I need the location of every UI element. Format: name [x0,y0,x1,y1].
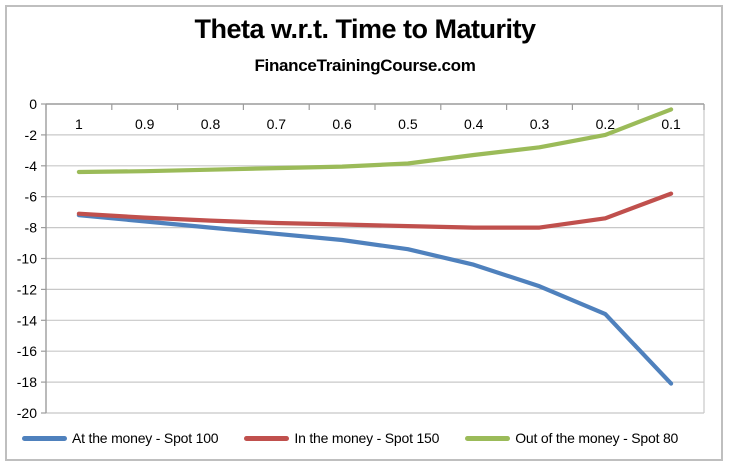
legend-label: Out of the money - Spot 80 [515,430,679,446]
chart-subtitle: FinanceTrainingCourse.com [254,56,476,75]
series-line-at-the-money-spot-100 [76,213,674,386]
y-tick-label: -12 [17,281,37,297]
x-tick-label: 0.2 [596,116,616,132]
y-tick-label: -4 [25,158,38,174]
y-tick-label: -16 [17,343,37,359]
x-tick-label: 0.9 [135,116,155,132]
y-tick-label: -20 [17,405,37,421]
x-tick-label: 0.8 [201,116,221,132]
legend-line-swatch [465,435,511,441]
y-tick-label: -2 [25,127,38,143]
x-tick-label: 0.4 [464,116,484,132]
y-tick-label: -10 [17,251,37,267]
y-tick-label: -18 [17,374,37,390]
series-line-in-the-money-spot-150 [76,191,674,230]
chart-title: Theta w.r.t. Time to Maturity [194,14,536,44]
y-tick-label: -14 [17,312,37,328]
series-line-out-of-the-money-spot-80 [76,107,674,175]
legend-line-swatch [22,435,67,441]
legend-item: At the money - Spot 100 [22,430,219,446]
x-tick-label: 0.5 [398,116,418,132]
legend-label: At the money - Spot 100 [72,430,219,446]
y-tick-label: -8 [25,220,38,236]
legend-item: Out of the money - Spot 80 [465,430,678,446]
y-tick-label: -6 [25,189,38,205]
x-tick-label: 0.3 [530,116,550,132]
x-tick-label: 0.1 [661,116,681,132]
x-tick-label: 0.6 [332,116,352,132]
legend: At the money - Spot 100 In the money - Sp… [0,427,730,449]
y-tick-label: 0 [29,96,37,112]
x-tick-label: 0.7 [267,116,287,132]
x-tick-label: 1 [75,116,83,132]
legend-label: In the money - Spot 150 [294,430,440,446]
legend-item: In the money - Spot 150 [244,430,439,446]
legend-line-swatch [244,435,290,441]
